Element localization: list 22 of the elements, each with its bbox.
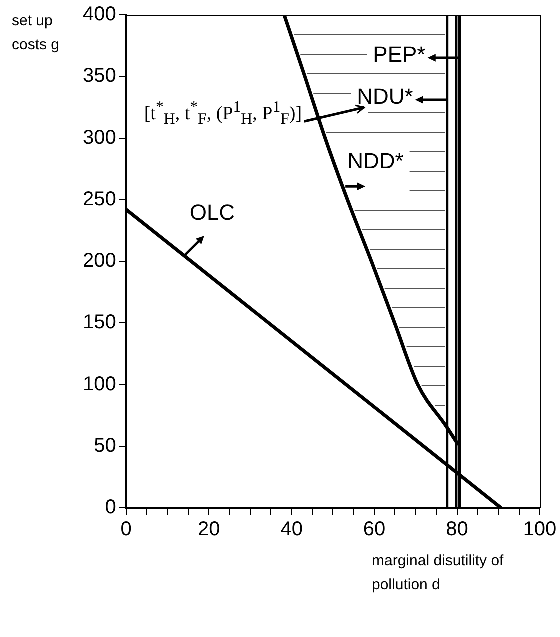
x-tick-label: 80 [446, 518, 468, 541]
x-tick-label: 40 [280, 518, 303, 541]
x-tick-label: 60 [363, 518, 386, 541]
y-axis-title: set up costs g [12, 12, 60, 54]
ref-line-label: PEP* [373, 42, 426, 68]
x-tick-label: 20 [198, 518, 220, 541]
y-tick-label: 200 [82, 250, 116, 272]
x-axis-title: marginal disutility of pollution d [372, 552, 505, 594]
ref-line-label: NDU* [357, 84, 414, 110]
y-tick-label: 0 [105, 496, 116, 519]
y-tick-label: 100 [82, 373, 116, 396]
y-tick-label: 400 [82, 4, 116, 26]
y-tick-label: 150 [82, 312, 116, 334]
text: [t$^{*}$$_{H}$, t$^{*}$$_{F}$, (P$^{1}$$_{H}$, P$^{1}$$_{F}$)] [144, 98, 302, 128]
y-tick-label: 350 [82, 65, 116, 88]
x-tick-label: 0 [120, 518, 132, 541]
y-tick-label: 50 [94, 434, 116, 457]
x-tick-label: 100 [523, 518, 557, 541]
y-tick-label: 250 [82, 188, 116, 210]
series-label: NDD* [348, 148, 404, 174]
y-tick-label: 300 [82, 126, 116, 149]
series-label: OLC [190, 200, 236, 226]
